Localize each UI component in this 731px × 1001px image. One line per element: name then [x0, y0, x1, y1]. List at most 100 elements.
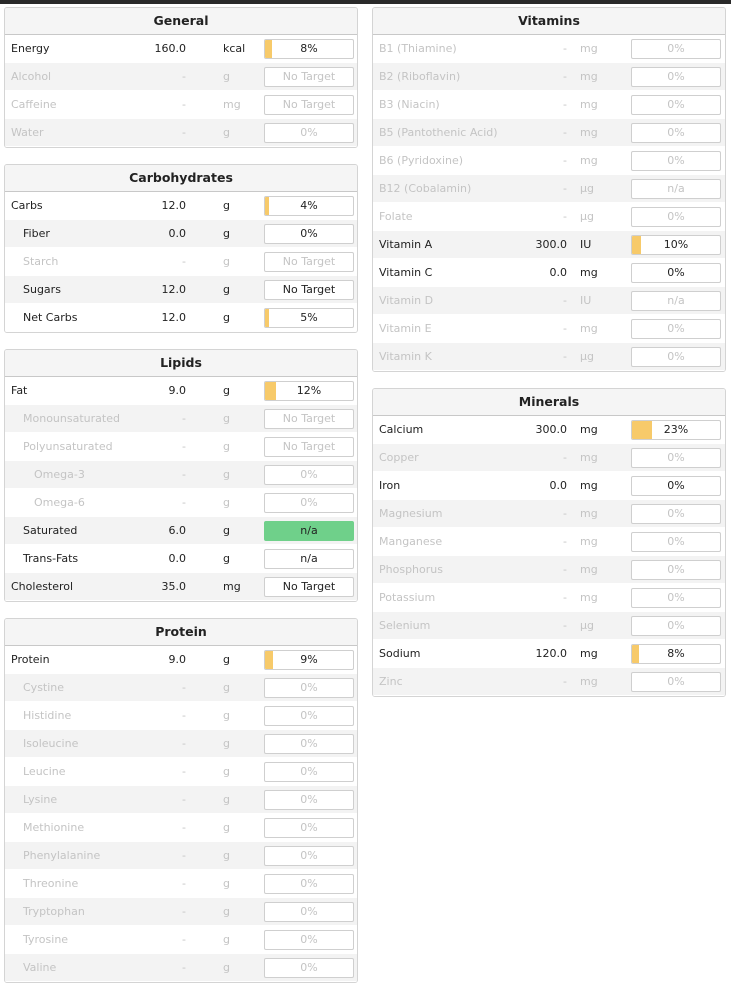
nutrient-unit: g	[223, 255, 230, 268]
nutrient-row-vitamin-e[interactable]: Vitamin E - mg 0%	[373, 315, 725, 343]
nutrient-row-magnesium[interactable]: Magnesium - mg 0%	[373, 500, 725, 528]
nutrient-row-carbs[interactable]: Carbs 12.0 g 4%	[5, 192, 357, 220]
nutrient-amount: -	[182, 681, 186, 694]
nutrient-row-b6-pyridoxine[interactable]: B6 (Pyridoxine) - mg 0%	[373, 147, 725, 175]
nutrient-row-polyunsaturated[interactable]: Polyunsaturated - g No Target	[5, 433, 357, 461]
nutrient-row-starch[interactable]: Starch - g No Target	[5, 248, 357, 276]
nutrient-row-calcium[interactable]: Calcium 300.0 mg 23%	[373, 416, 725, 444]
nutrient-row-monounsaturated[interactable]: Monounsaturated - g No Target	[5, 405, 357, 433]
nutrient-row-vitamin-a[interactable]: Vitamin A 300.0 IU 10%	[373, 231, 725, 259]
nutrient-row-selenium[interactable]: Selenium - µg 0%	[373, 612, 725, 640]
nutrient-name: Selenium	[379, 619, 431, 632]
nutrient-row-vitamin-d[interactable]: Vitamin D - IU n/a	[373, 287, 725, 315]
nutrient-row-fiber[interactable]: Fiber 0.0 g 0%	[5, 220, 357, 248]
nutrient-unit: IU	[580, 294, 592, 307]
nutrient-row-vitamin-k[interactable]: Vitamin K - µg 0%	[373, 343, 725, 371]
panel-title: Minerals	[373, 389, 725, 416]
nutrient-name: Trans-Fats	[23, 552, 79, 565]
nutrient-row-b3-niacin[interactable]: B3 (Niacin) - mg 0%	[373, 91, 725, 119]
nutrient-row-manganese[interactable]: Manganese - mg 0%	[373, 528, 725, 556]
nutrient-row-fat[interactable]: Fat 9.0 g 12%	[5, 377, 357, 405]
nutrient-row-tryptophan[interactable]: Tryptophan - g 0%	[5, 898, 357, 926]
nutrient-unit: g	[223, 961, 230, 974]
progress-fill	[265, 197, 269, 215]
nutrient-row-protein[interactable]: Protein 9.0 g 9%	[5, 646, 357, 674]
nutrient-name: B12 (Cobalamin)	[379, 182, 472, 195]
nutrient-amount: -	[182, 412, 186, 425]
nutrient-row-potassium[interactable]: Potassium - mg 0%	[373, 584, 725, 612]
nutrient-unit: mg	[580, 675, 598, 688]
nutrient-row-trans-fats[interactable]: Trans-Fats 0.0 g n/a	[5, 545, 357, 573]
nutrient-row-valine[interactable]: Valine - g 0%	[5, 954, 357, 982]
nutrient-row-copper[interactable]: Copper - mg 0%	[373, 444, 725, 472]
progress-label: 0%	[667, 619, 685, 632]
nutrient-row-iron[interactable]: Iron 0.0 mg 0%	[373, 472, 725, 500]
target-progress-bar: n/a	[631, 291, 721, 311]
nutrient-row-b5-pantothenic-acid[interactable]: B5 (Pantothenic Acid) - mg 0%	[373, 119, 725, 147]
nutrient-row-lysine[interactable]: Lysine - g 0%	[5, 786, 357, 814]
progress-label: 0%	[667, 98, 685, 111]
nutrient-row-vitamin-c[interactable]: Vitamin C 0.0 mg 0%	[373, 259, 725, 287]
nutrient-row-zinc[interactable]: Zinc - mg 0%	[373, 668, 725, 696]
progress-label: No Target	[282, 580, 336, 593]
target-progress-bar: 0%	[631, 476, 721, 496]
nutrient-row-cholesterol[interactable]: Cholesterol 35.0 mg No Target	[5, 573, 357, 601]
nutrient-amount: -	[182, 98, 186, 111]
nutrient-row-omega-6[interactable]: Omega-6 - g 0%	[5, 489, 357, 517]
nutrient-row-histidine[interactable]: Histidine - g 0%	[5, 702, 357, 730]
target-progress-bar: 0%	[264, 224, 354, 244]
nutrient-name: Folate	[379, 210, 413, 223]
nutrient-name: B5 (Pantothenic Acid)	[379, 126, 498, 139]
nutrient-row-omega-3[interactable]: Omega-3 - g 0%	[5, 461, 357, 489]
nutrient-name: Energy	[11, 42, 50, 55]
nutrient-row-threonine[interactable]: Threonine - g 0%	[5, 870, 357, 898]
nutrient-row-caffeine[interactable]: Caffeine - mg No Target	[5, 91, 357, 119]
target-progress-bar: 0%	[264, 930, 354, 950]
nutrient-row-folate[interactable]: Folate - µg 0%	[373, 203, 725, 231]
progress-label: 5%	[300, 311, 318, 324]
nutrient-row-sugars[interactable]: Sugars 12.0 g No Target	[5, 276, 357, 304]
nutrient-name: Methionine	[23, 821, 85, 834]
nutrient-row-phosphorus[interactable]: Phosphorus - mg 0%	[373, 556, 725, 584]
nutrient-row-leucine[interactable]: Leucine - g 0%	[5, 758, 357, 786]
nutrient-row-b12-cobalamin[interactable]: B12 (Cobalamin) - µg n/a	[373, 175, 725, 203]
nutrient-row-methionine[interactable]: Methionine - g 0%	[5, 814, 357, 842]
nutrient-row-net-carbs[interactable]: Net Carbs 12.0 g 5%	[5, 304, 357, 332]
progress-label: 8%	[667, 647, 685, 660]
nutrient-row-alcohol[interactable]: Alcohol - g No Target	[5, 63, 357, 91]
progress-label: 0%	[667, 322, 685, 335]
nutrient-name: Vitamin E	[379, 322, 432, 335]
nutrient-row-tyrosine[interactable]: Tyrosine - g 0%	[5, 926, 357, 954]
nutrient-unit: g	[223, 821, 230, 834]
target-progress-bar: 0%	[264, 123, 354, 143]
nutrient-name: Phenylalanine	[23, 849, 101, 862]
nutrient-row-water[interactable]: Water - g 0%	[5, 119, 357, 147]
nutrient-unit: g	[223, 496, 230, 509]
progress-fill	[632, 421, 653, 439]
nutrient-row-phenylalanine[interactable]: Phenylalanine - g 0%	[5, 842, 357, 870]
nutrient-unit: µg	[580, 182, 594, 195]
nutrient-unit: g	[223, 468, 230, 481]
nutrient-name: B1 (Thiamine)	[379, 42, 457, 55]
target-progress-bar: n/a	[264, 549, 354, 569]
nutrient-name: Manganese	[379, 535, 443, 548]
target-progress-bar: No Target	[264, 280, 354, 300]
nutrient-row-b1-thiamine[interactable]: B1 (Thiamine) - mg 0%	[373, 35, 725, 63]
nutrient-unit: mg	[580, 266, 598, 279]
progress-label: 0%	[300, 227, 318, 240]
target-progress-bar: 8%	[264, 39, 354, 59]
nutrient-amount: 35.0	[161, 580, 187, 593]
nutrient-row-saturated[interactable]: Saturated 6.0 g n/a	[5, 517, 357, 545]
nutrient-row-energy[interactable]: Energy 160.0 kcal 8%	[5, 35, 357, 63]
target-progress-bar: 0%	[631, 347, 721, 367]
nutrient-row-b2-riboflavin[interactable]: B2 (Riboflavin) - mg 0%	[373, 63, 725, 91]
nutrient-name: Copper	[379, 451, 419, 464]
nutrient-amount: -	[182, 709, 186, 722]
nutrient-row-isoleucine[interactable]: Isoleucine - g 0%	[5, 730, 357, 758]
target-progress-bar: 0%	[631, 616, 721, 636]
nutrient-row-sodium[interactable]: Sodium 120.0 mg 8%	[373, 640, 725, 668]
nutrient-row-cystine[interactable]: Cystine - g 0%	[5, 674, 357, 702]
target-progress-bar: 0%	[631, 588, 721, 608]
progress-fill	[632, 236, 641, 254]
progress-fill	[265, 309, 270, 327]
